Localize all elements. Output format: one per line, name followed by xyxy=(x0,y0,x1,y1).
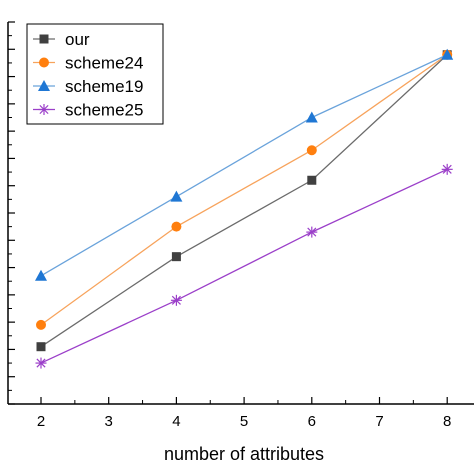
series-scheme19 xyxy=(35,48,454,281)
plot-axes: 2 3 4 5 6 7 8 xyxy=(7,21,474,430)
data-point-scheme19 xyxy=(170,190,183,202)
legend-entry-scheme24: scheme24 xyxy=(33,54,143,73)
data-point-scheme25 xyxy=(170,294,182,306)
data-point-scheme25 xyxy=(306,226,318,238)
x-tick-label: 3 xyxy=(105,413,113,430)
data-point-scheme24 xyxy=(171,221,182,232)
x-tick-label: 5 xyxy=(240,413,248,430)
series-line-our xyxy=(40,54,448,348)
x-tick-label: 6 xyxy=(308,413,316,430)
data-point-our xyxy=(307,175,317,185)
data-point-scheme19 xyxy=(35,269,47,281)
series-line-scheme25 xyxy=(40,168,448,364)
data-point-scheme25 xyxy=(35,357,47,369)
legend-marker xyxy=(39,57,49,68)
legend: our scheme24 scheme19 scheme25 xyxy=(26,23,164,125)
x-axis-title: number of attributes xyxy=(164,444,324,464)
legend-label: scheme24 xyxy=(65,54,143,73)
legend-label: scheme19 xyxy=(65,77,143,96)
series-scheme25 xyxy=(35,163,453,369)
legend-marker xyxy=(39,34,49,44)
data-point-scheme19 xyxy=(305,111,318,123)
data-point-scheme24 xyxy=(306,145,317,156)
legend-label: scheme25 xyxy=(65,101,143,120)
x-tick-label: 7 xyxy=(375,413,383,430)
legend-entry-scheme19: scheme19 xyxy=(33,77,143,96)
legend-box xyxy=(26,23,164,125)
x-tick-label: 2 xyxy=(37,413,45,430)
legend-label: our xyxy=(65,30,90,49)
series-line-scheme24 xyxy=(40,54,448,326)
legend-entry-our: our xyxy=(33,30,90,49)
legend-marker xyxy=(38,80,50,91)
data-point-scheme24 xyxy=(36,319,46,330)
series-line-scheme19 xyxy=(40,54,448,277)
series-layer xyxy=(35,48,454,369)
legend-entry-scheme25: scheme25 xyxy=(33,101,143,120)
legend-marker xyxy=(38,104,50,115)
data-point-our xyxy=(36,342,46,352)
data-point-our xyxy=(171,252,181,262)
data-point-scheme19 xyxy=(441,48,454,60)
data-point-scheme25 xyxy=(441,163,453,175)
x-tick-label: 8 xyxy=(443,413,451,430)
x-tick-label: 4 xyxy=(172,413,180,430)
